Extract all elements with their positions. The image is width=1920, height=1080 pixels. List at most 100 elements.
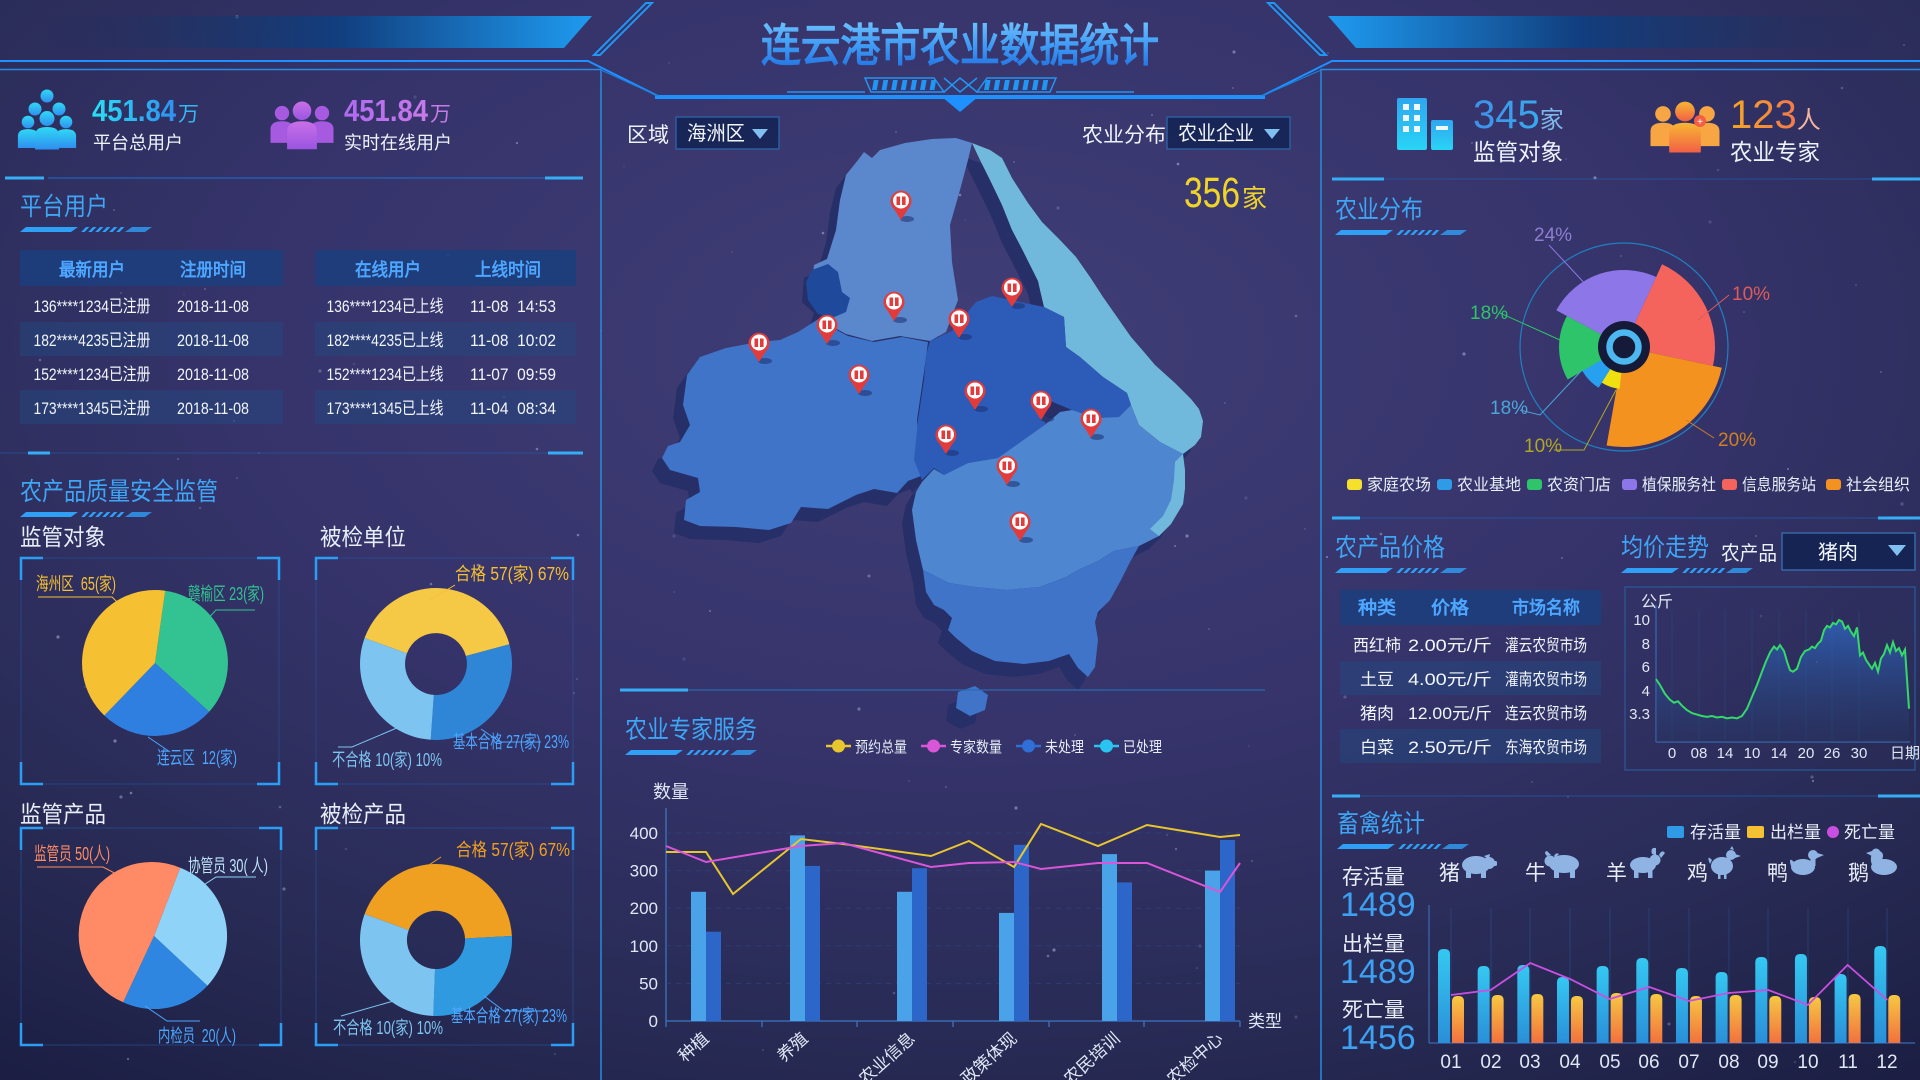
- svg-text:24%: 24%: [1534, 225, 1572, 246]
- svg-text:连云港市农业数据统计: 连云港市农业数据统计: [761, 20, 1159, 71]
- svg-text:万: 万: [178, 103, 199, 126]
- svg-text:土豆: 土豆: [1360, 670, 1394, 689]
- svg-text:羊: 羊: [1606, 862, 1627, 885]
- svg-text:数量: 数量: [653, 782, 689, 802]
- svg-text:赣榆区 23(家): 赣榆区 23(家): [188, 584, 264, 604]
- svg-text:西红柿: 西红柿: [1353, 636, 1401, 655]
- svg-text:4.00元/斤: 4.00元/斤: [1408, 670, 1492, 689]
- svg-text:50: 50: [639, 974, 658, 993]
- svg-text:上线时间: 上线时间: [475, 259, 541, 280]
- svg-text:社会组织: 社会组织: [1846, 476, 1910, 494]
- svg-text:1489: 1489: [1340, 886, 1416, 924]
- svg-text:0: 0: [1668, 745, 1676, 762]
- svg-text:农业专家: 农业专家: [1730, 139, 1820, 165]
- svg-text:农业分布: 农业分布: [1335, 196, 1423, 224]
- svg-text:451.84: 451.84: [92, 93, 177, 128]
- svg-text:灌南农贸市场: 灌南农贸市场: [1505, 670, 1587, 689]
- svg-text:不合格 10(家) 10%: 不合格 10(家) 10%: [332, 750, 442, 770]
- svg-text:家庭农场: 家庭农场: [1367, 476, 1431, 494]
- svg-text:家: 家: [1242, 185, 1267, 213]
- svg-text:鸡: 鸡: [1687, 862, 1708, 885]
- svg-text:未处理: 未处理: [1045, 739, 1084, 756]
- svg-text:20: 20: [1798, 745, 1815, 762]
- svg-text:死亡量: 死亡量: [1844, 823, 1895, 842]
- svg-text:11-04 08:34: 11-04 08:34: [470, 399, 556, 418]
- svg-text:18%: 18%: [1490, 398, 1528, 419]
- svg-text:被检单位: 被检单位: [320, 524, 406, 550]
- svg-text:内检员 20(人): 内检员 20(人): [158, 1026, 236, 1046]
- svg-text:区域: 区域: [627, 124, 669, 147]
- svg-text:10: 10: [1797, 1052, 1818, 1073]
- svg-text:12.00元/斤: 12.00元/斤: [1408, 704, 1492, 723]
- svg-text:8: 8: [1642, 636, 1650, 653]
- svg-text:实时在线用户: 实时在线用户: [344, 133, 452, 153]
- svg-text:136****1234已上线: 136****1234已上线: [327, 297, 444, 316]
- svg-text:08: 08: [1718, 1052, 1739, 1073]
- svg-text:2018-11-08: 2018-11-08: [177, 331, 249, 350]
- svg-text:20%: 20%: [1718, 430, 1756, 451]
- svg-text:死亡量: 死亡量: [1342, 999, 1405, 1022]
- svg-text:预约总量: 预约总量: [855, 739, 907, 756]
- svg-text:农产品质量安全监管: 农产品质量安全监管: [20, 478, 218, 506]
- svg-text:鸭: 鸭: [1767, 862, 1788, 885]
- svg-text:100: 100: [630, 937, 658, 956]
- svg-text:农业基地: 农业基地: [1457, 476, 1521, 494]
- svg-text:畜禽统计: 畜禽统计: [1337, 810, 1425, 838]
- svg-text:451.84: 451.84: [344, 93, 429, 128]
- svg-text:鹅: 鹅: [1848, 862, 1869, 885]
- svg-text:平台用户: 平台用户: [20, 193, 108, 221]
- svg-text:200: 200: [630, 899, 658, 918]
- svg-text:05: 05: [1599, 1052, 1620, 1073]
- svg-text:11: 11: [1838, 1052, 1858, 1073]
- svg-text:01: 01: [1440, 1052, 1461, 1073]
- svg-text:6: 6: [1642, 659, 1650, 676]
- svg-text:26: 26: [1824, 745, 1841, 762]
- svg-text:02: 02: [1480, 1052, 1501, 1073]
- svg-text:农业分布: 农业分布: [1082, 124, 1166, 147]
- svg-text:农业专家服务: 农业专家服务: [625, 716, 757, 744]
- svg-text:农产品: 农产品: [1721, 542, 1777, 565]
- svg-text:牛: 牛: [1525, 862, 1546, 885]
- svg-text:最新用户: 最新用户: [59, 259, 125, 280]
- svg-text:协管员 30( 人): 协管员 30( 人): [188, 856, 268, 876]
- svg-text:18%: 18%: [1470, 303, 1508, 324]
- svg-text:注册时间: 注册时间: [180, 259, 246, 280]
- svg-text:2.00元/斤: 2.00元/斤: [1408, 636, 1492, 655]
- svg-text:出栏量: 出栏量: [1342, 933, 1405, 956]
- svg-text:173****1345已注册: 173****1345已注册: [34, 399, 151, 418]
- svg-text:已处理: 已处理: [1123, 739, 1162, 756]
- svg-text:152****1234已注册: 152****1234已注册: [34, 365, 151, 384]
- svg-text:1489: 1489: [1340, 953, 1416, 991]
- svg-text:灌云农贸市场: 灌云农贸市场: [1505, 636, 1587, 655]
- svg-text:0: 0: [649, 1012, 658, 1031]
- svg-text:173****1345已上线: 173****1345已上线: [327, 399, 444, 418]
- svg-text:152****1234已上线: 152****1234已上线: [327, 365, 444, 384]
- svg-text:专家数量: 专家数量: [950, 739, 1002, 756]
- svg-text:182****4235已注册: 182****4235已注册: [34, 331, 151, 350]
- svg-text:+: +: [1697, 117, 1703, 128]
- svg-text:2018-11-08: 2018-11-08: [177, 399, 249, 418]
- svg-text:11-08 10:02: 11-08 10:02: [470, 331, 556, 350]
- svg-text:在线用户: 在线用户: [355, 259, 421, 280]
- svg-text:不合格 10(家) 10%: 不合格 10(家) 10%: [333, 1018, 443, 1038]
- svg-text:农资门店: 农资门店: [1547, 476, 1611, 494]
- svg-text:种类: 种类: [1357, 597, 1397, 618]
- svg-text:400: 400: [630, 824, 658, 843]
- svg-text:30: 30: [1851, 745, 1868, 762]
- svg-text:猪肉: 猪肉: [1360, 704, 1394, 723]
- svg-text:猪: 猪: [1439, 862, 1460, 885]
- svg-text:存活量: 存活量: [1342, 866, 1405, 889]
- svg-text:监管对象: 监管对象: [1473, 139, 1563, 165]
- svg-text:出栏量: 出栏量: [1770, 823, 1821, 842]
- svg-text:2018-11-08: 2018-11-08: [177, 297, 249, 316]
- svg-text:农业企业: 农业企业: [1178, 122, 1254, 145]
- svg-text:09: 09: [1757, 1052, 1778, 1073]
- svg-text:10: 10: [1633, 612, 1650, 629]
- svg-text:海州区 65(家): 海州区 65(家): [36, 574, 116, 594]
- svg-text:182****4235已上线: 182****4235已上线: [327, 331, 444, 350]
- svg-text:356: 356: [1184, 169, 1240, 217]
- svg-text:06: 06: [1638, 1052, 1659, 1073]
- svg-text:监管对象: 监管对象: [20, 524, 106, 550]
- svg-text:被检产品: 被检产品: [320, 801, 406, 827]
- svg-text:连云农贸市场: 连云农贸市场: [1505, 704, 1587, 723]
